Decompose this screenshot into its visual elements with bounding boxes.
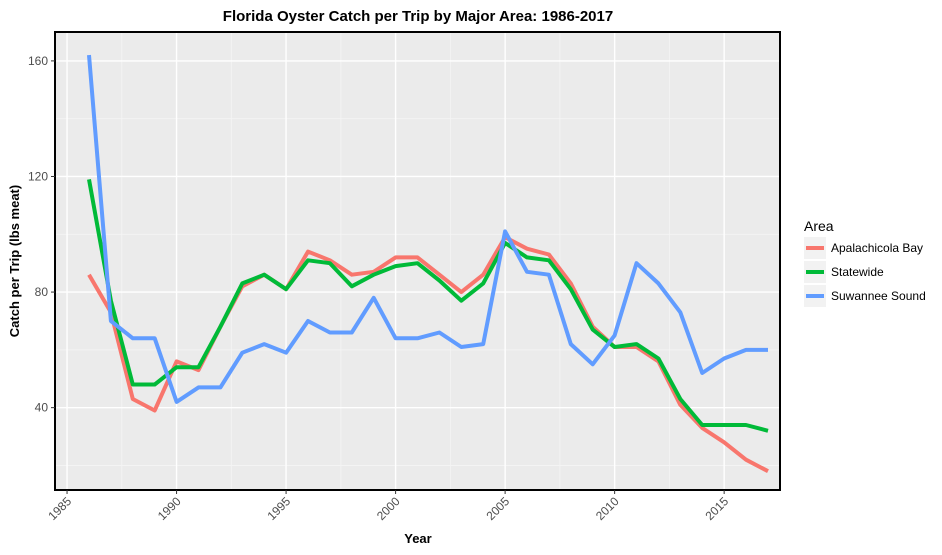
x-axis: 1985 1990 1995 2000 2005 2010 2015 [45,490,731,523]
grid-major [55,32,780,490]
series-line-suwannee-sound [87,54,768,404]
legend-label: Apalachicola Bay [831,241,923,255]
grid-minor [55,32,780,490]
x-tick-label: 2010 [593,494,622,523]
x-tick-label: 1995 [264,494,293,523]
y-axis: 40 80 120 160 [28,54,55,415]
series-line-statewide [87,179,769,433]
y-tick-label: 120 [28,169,48,183]
plot-panel [55,32,780,490]
x-tick-label: 2005 [483,494,512,523]
legend-label: Suwannee Sound [831,289,926,303]
x-axis-title: Year [404,531,431,546]
x-tick-label: 1985 [45,494,74,523]
legend-title: Area [804,218,834,234]
y-tick-label: 40 [35,401,49,415]
chart-title: Florida Oyster Catch per Trip by Major A… [223,8,613,25]
legend: Area Apalachicola Bay Statewide Suwannee S… [804,218,926,307]
x-tick-label: 2000 [374,494,403,523]
y-axis-title: Catch per Trip (lbs meat) [7,185,22,337]
x-tick-label: 1990 [155,494,184,523]
y-tick-label: 160 [28,54,48,68]
x-tick-label: 2015 [702,494,731,523]
y-tick-label: 80 [35,285,49,299]
plot-border [54,31,781,491]
legend-label: Statewide [831,265,884,279]
series-layer [87,54,769,473]
